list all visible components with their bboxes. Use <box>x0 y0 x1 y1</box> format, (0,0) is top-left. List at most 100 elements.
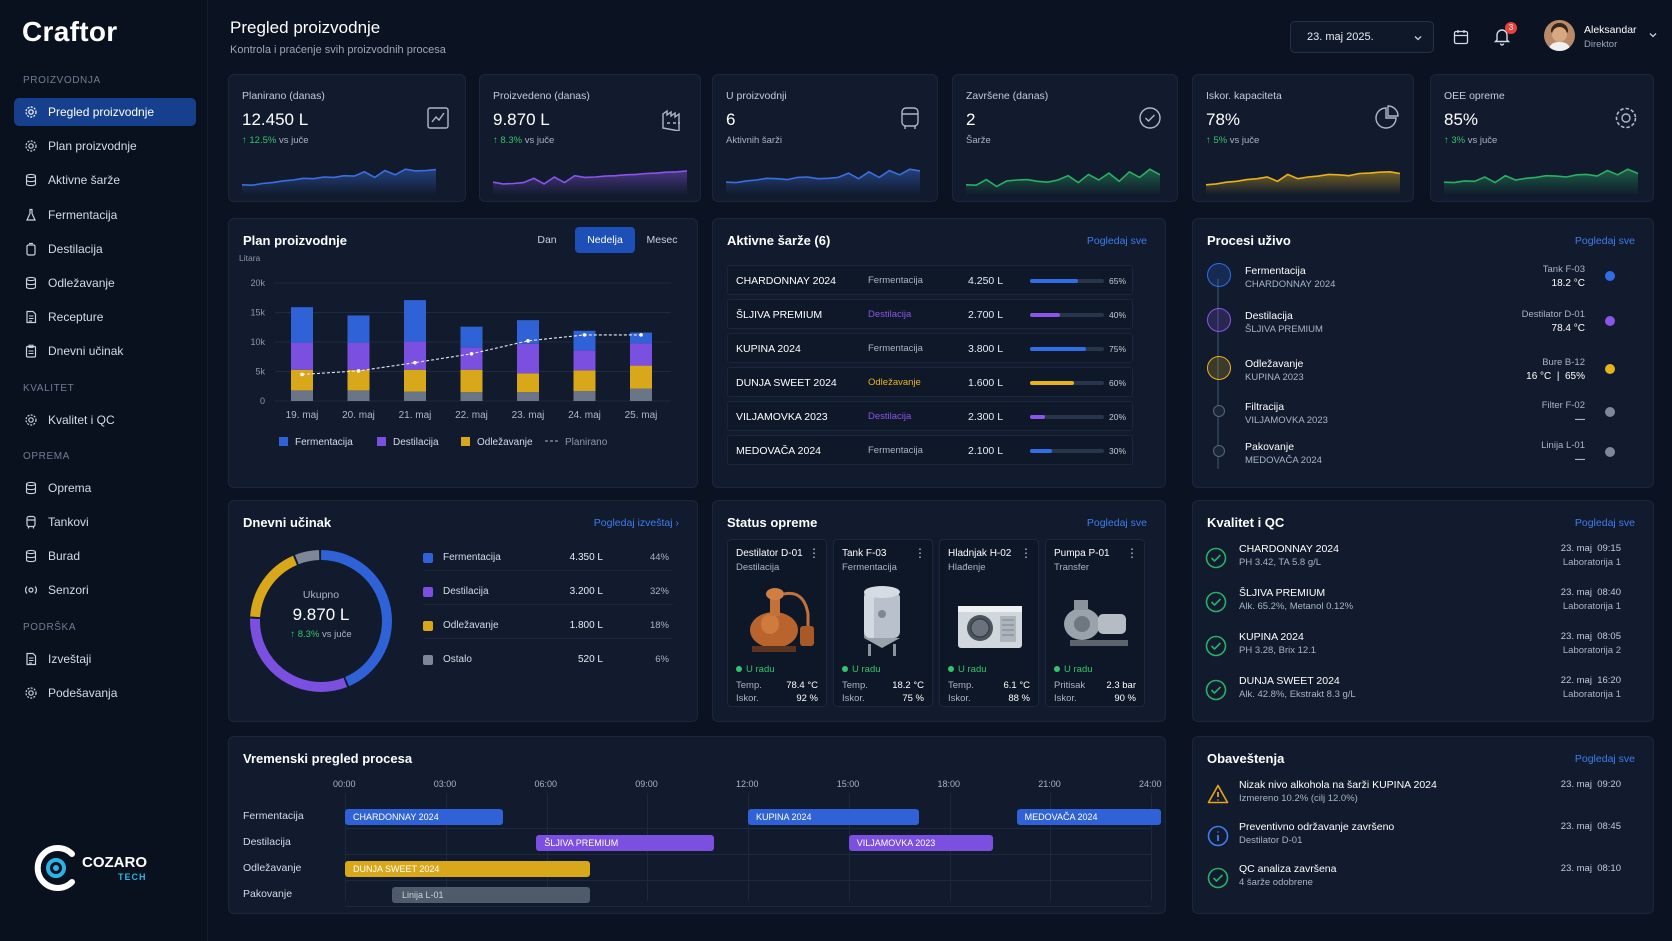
sidebar-item-tankovi[interactable]: Tankovi <box>14 508 196 536</box>
toggle-day[interactable]: Dan <box>537 234 557 246</box>
view-all-link[interactable]: Pogledaj sve <box>1086 517 1147 529</box>
sidebar-item-label: Aktivne šarže <box>48 173 121 188</box>
equipment-card[interactable]: Destilator D-01 Destilacija ⋮ U radu Temp. 78… <box>727 539 827 707</box>
equipment-card[interactable]: Hladnjak H-02 Hlađenje ⋮ U radu Temp. 6.1 °C I… <box>939 539 1039 707</box>
timeline-bar[interactable]: Linija L-01 <box>392 887 591 903</box>
kpi-sub-text: Šarže <box>966 135 991 146</box>
live-process-row[interactable]: Pakovanje MEDOVAČA 2024 Linija L-01 — <box>1207 439 1617 479</box>
donut-trend-value: 8.3% <box>297 629 320 640</box>
bar-destilacija <box>517 343 539 374</box>
view-all-link[interactable]: Pogledaj sve <box>1086 235 1147 247</box>
batch-process: Fermentacija <box>868 445 923 456</box>
qc-lab: Laboratorija 1 <box>1562 601 1621 612</box>
legend-label: Destilacija <box>393 437 439 448</box>
sidebar-item-odle-avanje[interactable]: Odležavanje <box>14 269 196 297</box>
more-options-icon[interactable]: ⋮ <box>808 546 820 560</box>
kpi-sparkline <box>1206 170 1400 195</box>
sidebar-item-senzori[interactable]: Senzori <box>14 576 196 604</box>
batch-row[interactable]: ŠLJIVA PREMIUM Destilacija 2.700 L 40% <box>727 299 1133 329</box>
equipment-card[interactable]: Tank F-03 Fermentacija ⋮ U radu Temp. 18.2 °C… <box>833 539 933 707</box>
status-dot <box>1605 271 1615 281</box>
equipment-card[interactable]: Pumpa P-01 Transfer ⋮ U radu Pritisak 2.3 bar… <box>1045 539 1145 707</box>
sidebar-item-pregled-proizvodnje[interactable]: Pregled proizvodnje <box>14 98 196 126</box>
batch-name: CHARDONNAY 2024 <box>736 275 836 287</box>
kpi-card: Planirano (danas) 12.450 L ↑ 12.5% vs juče <box>228 74 466 202</box>
batch-row[interactable]: KUPINA 2024 Fermentacija 3.800 L 75% <box>727 333 1133 363</box>
timeline-tick: 06:00 <box>534 779 558 789</box>
qc-lab: Laboratorija 1 <box>1562 557 1621 568</box>
batch-volume: 2.100 L <box>968 445 1004 457</box>
sidebar-item-fermentacija[interactable]: Fermentacija <box>14 201 196 229</box>
timeline-bar[interactable]: DUNJA SWEET 2024 <box>345 861 591 877</box>
sidebar-item-dnevni-u-inak[interactable]: Dnevni učinak <box>14 337 196 365</box>
kpi-card: Proizvedeno (danas) 9.870 L ↑ 8.3% vs juče <box>479 74 701 202</box>
timeline-bar[interactable]: KUPINA 2024 <box>748 809 920 825</box>
timeline-tick: 18:00 <box>937 779 961 789</box>
live-process-row[interactable]: Destilacija ŠLJIVA PREMIUM Destilator D-01… <box>1207 308 1617 348</box>
timeline-tick: 24:00 <box>1139 779 1162 789</box>
view-all-link[interactable]: Pogledaj sve <box>1574 517 1635 529</box>
timeline-bar[interactable]: VILJAMOVKA 2023 <box>848 835 994 851</box>
bar-fermentacija <box>404 300 426 342</box>
qc-row[interactable]: ŠLJIVA PREMIUM Alk. 65.2%, Metanol 0.12% 2… <box>1205 587 1625 627</box>
daily-percent: 18% <box>649 620 669 631</box>
notifications-button[interactable]: 3 <box>1492 22 1517 48</box>
timeline-bar[interactable]: ŠLJIVA PREMIUM <box>536 835 715 851</box>
daily-name: Destilacija <box>443 586 489 597</box>
qc-row[interactable]: CHARDONNAY 2024 PH 3.42, TA 5.8 g/L 23. ma… <box>1205 543 1625 583</box>
sidebar-item-label: Recepture <box>48 310 104 325</box>
batch-row[interactable]: DUNJA SWEET 2024 Odležavanje 1.600 L 60% <box>727 367 1133 397</box>
qc-row[interactable]: DUNJA SWEET 2024 Alk. 42.8%, Ekstrakt 8.3… <box>1205 675 1625 715</box>
notification-title: QC analiza završena <box>1239 863 1337 875</box>
more-options-icon[interactable]: ⋮ <box>914 546 926 560</box>
batch-row[interactable]: MEDOVAČA 2024 Fermentacija 2.100 L 30% <box>727 435 1133 465</box>
legend-label: Planirano <box>565 437 608 448</box>
batch-name: MEDOVAČA 2024 <box>736 445 822 457</box>
notification-row[interactable]: Preventivno održavanje završeno Destilato… <box>1205 821 1625 861</box>
notification-row[interactable]: QC analiza završena 4 šarže odobrene 23. m… <box>1205 863 1625 903</box>
more-options-icon[interactable]: ⋮ <box>1020 546 1032 560</box>
qc-row[interactable]: KUPINA 2024 PH 3.28, Brix 12.1 23. maj 08:… <box>1205 631 1625 671</box>
legend-swatch <box>377 437 386 446</box>
process-reading: 16 °C | 65% <box>1526 371 1585 382</box>
daily-output-donut <box>250 550 392 692</box>
sidebar-item-burad[interactable]: Burad <box>14 542 196 570</box>
timeline-bar[interactable]: MEDOVAČA 2024 <box>1016 809 1162 825</box>
sidebar-item-aktivne-ar-e[interactable]: Aktivne šarže <box>14 166 196 194</box>
sidebar-item-oprema[interactable]: Oprema <box>14 474 196 502</box>
daily-percent: 32% <box>649 586 669 597</box>
kpi-label: Planirano (danas) <box>242 90 325 102</box>
equipment-image-chiller <box>946 578 1034 658</box>
sidebar-item-recepture[interactable]: Recepture <box>14 303 196 331</box>
sidebar-item-plan-proizvodnje[interactable]: Plan proizvodnje <box>14 132 196 160</box>
equipment-type: Transfer <box>1054 562 1090 573</box>
live-process-row[interactable]: Filtracija VILJAMOVKA 2023 Filter F-02 — <box>1207 399 1617 439</box>
kpi-card: Završene (danas) 2 Šarže <box>952 74 1178 202</box>
batch-row[interactable]: VILJAMOVKA 2023 Destilacija 2.300 L 20% <box>727 401 1133 431</box>
view-all-link[interactable]: Pogledaj sve <box>1574 753 1635 765</box>
page-title: Pregled proizvodnje <box>230 18 381 37</box>
timeline-bar[interactable]: CHARDONNAY 2024 <box>345 809 503 825</box>
batch-process: Destilacija <box>868 411 912 422</box>
sidebar-item-kvalitet-i-qc[interactable]: Kvalitet i QC <box>14 406 196 434</box>
live-process-row[interactable]: Odležavanje KUPINA 2023 Bure B-12 16 °C | 6… <box>1207 356 1617 396</box>
calendar-icon[interactable] <box>1452 28 1470 46</box>
date-picker[interactable]: 23. maj 2025. <box>1290 21 1434 53</box>
sidebar-item-destilacija[interactable]: Destilacija <box>14 235 196 263</box>
live-process-row[interactable]: Fermentacija CHARDONNAY 2024 Tank F-03 18.2… <box>1207 263 1617 303</box>
metric-label: Temp. <box>736 680 762 691</box>
sidebar-item-izve-taji[interactable]: Izveštaji <box>14 645 196 673</box>
toggle-week[interactable]: Nedelja <box>575 227 635 253</box>
notification-row[interactable]: Nizak nivo alkohola na šarži KUPINA 2024… <box>1205 779 1625 819</box>
sidebar-item-pode-avanja[interactable]: Podešavanja <box>14 679 196 707</box>
view-all-link[interactable]: Pogledaj sve <box>1574 235 1635 247</box>
more-options-icon[interactable]: ⋮ <box>1126 546 1138 560</box>
toggle-month[interactable]: Mesec <box>646 234 678 246</box>
view-report-link[interactable]: Pogledaj izveštaj › <box>594 517 679 529</box>
sidebar-item-label: Tankovi <box>48 515 89 529</box>
quality-qc-card: Kvalitet i QC Pogledaj sve CHARDONNAY 20… <box>1192 500 1654 722</box>
user-menu[interactable]: Aleksandar Direktor <box>1544 20 1662 54</box>
batch-row[interactable]: CHARDONNAY 2024 Fermentacija 4.250 L 65% <box>727 265 1133 295</box>
timeline-gridline <box>1151 793 1152 901</box>
bar-fermentacija <box>630 332 652 344</box>
